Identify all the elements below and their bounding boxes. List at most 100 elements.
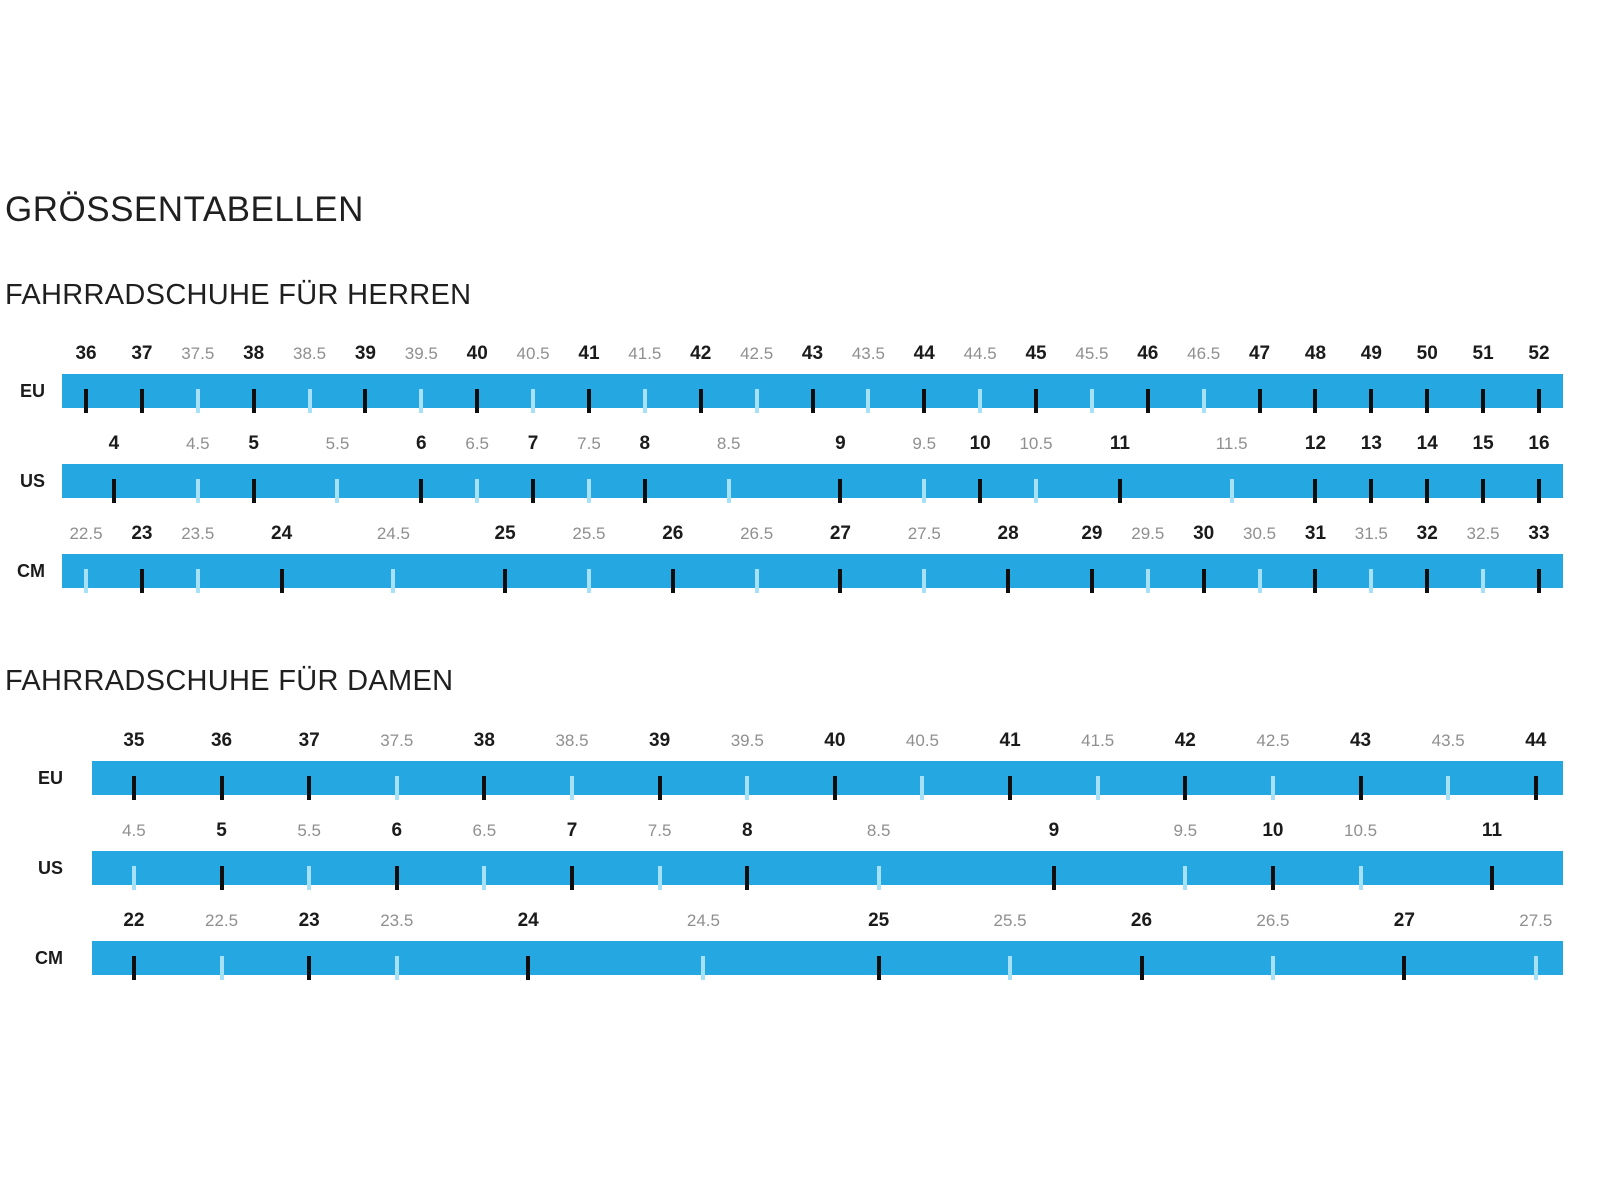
size-label: 4.5 bbox=[122, 821, 146, 840]
rulers-men: EU 36 37 37.5 38 38.5 39 39.5 40 40.5 41 41.5 42 42.5… bbox=[5, 340, 1563, 593]
tick-mark bbox=[307, 389, 312, 413]
tick-mark bbox=[657, 866, 662, 890]
tick-mark bbox=[1425, 569, 1430, 593]
tick-mark bbox=[131, 956, 136, 980]
size-label: 23.5 bbox=[181, 524, 215, 543]
ruler-us: US 4.5 5 5.5 6 6.5 7 7.5 8 8.5 9 9.5 10 10.5 11 bbox=[5, 817, 1563, 890]
tick-mark bbox=[978, 389, 983, 413]
tick-mark bbox=[335, 479, 340, 503]
size-scale-bar bbox=[92, 941, 1563, 980]
tick-mark bbox=[419, 389, 424, 413]
size-label: 23 bbox=[298, 910, 320, 931]
tick-mark bbox=[1533, 776, 1538, 800]
size-label: 40.5 bbox=[516, 344, 550, 363]
size-label: 25 bbox=[868, 910, 890, 931]
tick-mark bbox=[1481, 479, 1486, 503]
rulers-women: EU 35 36 37 37.5 38 38.5 39 39.5 40 40.5 41 41.5 42 42… bbox=[5, 727, 1563, 980]
size-label: 45.5 bbox=[1075, 344, 1109, 363]
size-label: 7.5 bbox=[577, 434, 601, 453]
tick-mark bbox=[1313, 479, 1318, 503]
size-label: 32.5 bbox=[1466, 524, 1500, 543]
size-label: 44.5 bbox=[963, 344, 997, 363]
tick-mark bbox=[1139, 956, 1144, 980]
size-label: 39.5 bbox=[730, 731, 764, 750]
size-scale-bar bbox=[92, 761, 1563, 800]
tick-mark bbox=[866, 389, 871, 413]
tick-mark bbox=[1313, 569, 1318, 593]
size-label: 22.5 bbox=[69, 524, 103, 543]
tick-mark bbox=[307, 866, 312, 890]
size-label: 4.5 bbox=[185, 434, 210, 453]
size-label: 12 bbox=[1304, 433, 1327, 454]
tick-mark bbox=[1489, 866, 1494, 890]
size-label: 37 bbox=[131, 343, 153, 364]
size-label: 48 bbox=[1304, 343, 1327, 364]
size-label: 22 bbox=[123, 910, 145, 931]
tick-mark bbox=[642, 479, 647, 503]
tick-mark bbox=[526, 956, 531, 980]
tick-mark bbox=[754, 389, 759, 413]
tick-mark bbox=[1201, 569, 1206, 593]
size-label: 8.5 bbox=[716, 434, 741, 453]
size-label: 10 bbox=[969, 433, 991, 454]
size-label: 38.5 bbox=[292, 344, 327, 363]
size-label: 10 bbox=[1262, 820, 1284, 841]
size-label: 43.5 bbox=[851, 344, 885, 363]
tick-mark bbox=[1183, 866, 1188, 890]
size-label: 45 bbox=[1025, 343, 1047, 364]
tick-mark bbox=[131, 776, 136, 800]
tick-mark bbox=[1145, 389, 1150, 413]
tick-mark bbox=[84, 569, 89, 593]
size-labels-row: 36 37 37.5 38 38.5 39 39.5 40 40.5 41 41.5 42 42.5 43… bbox=[62, 340, 1563, 368]
size-label: 37.5 bbox=[380, 731, 414, 750]
size-label: 37.5 bbox=[181, 344, 215, 363]
size-label: 44 bbox=[913, 343, 935, 364]
size-label: 26.5 bbox=[1256, 911, 1290, 930]
tick-mark bbox=[1034, 389, 1039, 413]
size-label: 28 bbox=[997, 523, 1019, 544]
ruler-cm: CM 22.5 23 23.5 24 24.5 25 25.5 26 26.5 27 27.5 28 29… bbox=[5, 520, 1563, 593]
tick-mark bbox=[84, 389, 89, 413]
size-label: 50 bbox=[1416, 343, 1438, 364]
ruler-cm: CM 22 22.5 23 23.5 24 24.5 25 25.5 26 26.5 27 27.5 bbox=[5, 907, 1563, 980]
size-label: 41 bbox=[578, 343, 600, 364]
tick-mark bbox=[219, 776, 224, 800]
tick-mark bbox=[1270, 776, 1275, 800]
size-label: 6 bbox=[416, 433, 427, 454]
section-title-men: FAHRRADSCHUHE FÜR HERREN bbox=[5, 279, 472, 311]
tick-mark bbox=[876, 866, 881, 890]
size-label: 41 bbox=[999, 730, 1021, 751]
size-label: 6.5 bbox=[472, 821, 497, 840]
tick-mark bbox=[1533, 956, 1538, 980]
tick-mark bbox=[1369, 389, 1374, 413]
size-label: 8 bbox=[639, 433, 651, 454]
size-label: 36 bbox=[210, 730, 233, 751]
tick-mark bbox=[195, 479, 200, 503]
tick-mark bbox=[394, 776, 399, 800]
tick-mark bbox=[838, 569, 843, 593]
size-label: 24 bbox=[517, 910, 539, 931]
tick-mark bbox=[219, 866, 224, 890]
size-label: 5 bbox=[216, 820, 227, 841]
tick-mark bbox=[195, 389, 200, 413]
tick-mark bbox=[701, 956, 706, 980]
tick-mark bbox=[920, 776, 925, 800]
size-label: 38.5 bbox=[555, 731, 589, 750]
size-label: 5.5 bbox=[297, 821, 321, 840]
tick-mark bbox=[922, 479, 927, 503]
tick-mark bbox=[1270, 956, 1275, 980]
tick-mark bbox=[670, 569, 675, 593]
ruler-eu: EU 36 37 37.5 38 38.5 39 39.5 40 40.5 41 41.5 42 42.5… bbox=[5, 340, 1563, 413]
tick-mark bbox=[1536, 389, 1541, 413]
ruler-us: US 4 4.5 5 5.5 6 6.5 7 7.5 8 8.5 9 9.5 10 10.5 11 11.5 12… bbox=[5, 430, 1563, 503]
tick-mark bbox=[195, 569, 200, 593]
tick-mark bbox=[363, 389, 368, 413]
tick-mark bbox=[1257, 569, 1262, 593]
tick-mark bbox=[1536, 479, 1541, 503]
tick-mark bbox=[1481, 389, 1486, 413]
tick-mark bbox=[1089, 569, 1094, 593]
tick-mark bbox=[1425, 479, 1430, 503]
size-label: 41.5 bbox=[628, 344, 662, 363]
size-label: 40 bbox=[824, 730, 846, 751]
